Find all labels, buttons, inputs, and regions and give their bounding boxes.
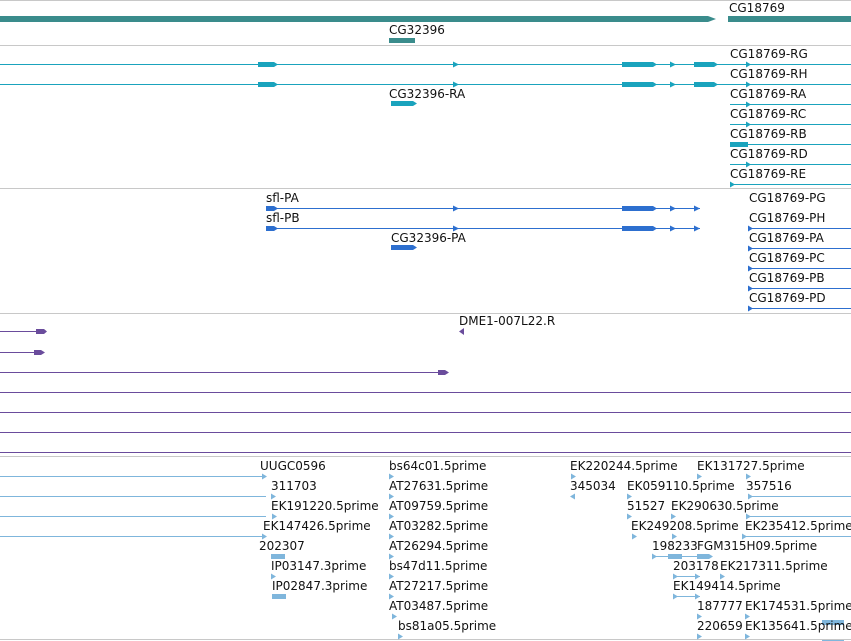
- est-label: EK149414.5prime: [673, 579, 781, 593]
- est-label: EK217311.5prime: [720, 559, 828, 573]
- est-label: 311703: [271, 479, 317, 493]
- est-track: UUGC0596 bs64c01.5prime EK220244.5prime …: [0, 459, 851, 641]
- est-label: EK191220.5prime: [271, 499, 379, 513]
- clone-end-icon: [459, 328, 464, 335]
- gene-label-cg18769: CG18769: [729, 1, 785, 15]
- est-label: 198233: [652, 539, 698, 553]
- prediction-label: CG18769-PC: [749, 251, 825, 265]
- est-label: EK135641.5prime: [745, 619, 851, 633]
- alignment-row[interactable]: [0, 350, 45, 355]
- transcript-cg32396-ra[interactable]: [391, 101, 413, 106]
- est-marks[interactable]: [262, 473, 844, 641]
- transcript-label: CG18769-RG: [730, 47, 808, 61]
- est-label: bs64c01.5prime: [389, 459, 486, 473]
- prediction-row-sfl-pb[interactable]: [266, 225, 700, 232]
- est-label: EK249208.5prime: [631, 519, 739, 533]
- est-label: 203178: [673, 559, 719, 573]
- est-label: AT26294.5prime: [389, 539, 488, 553]
- alignment-row[interactable]: [0, 370, 449, 375]
- est-label: EK235412.5prime: [745, 519, 851, 533]
- est-label: UUGC0596: [260, 459, 326, 473]
- est-label: AT03487.5prime: [389, 599, 488, 613]
- prediction-label: sfl-PB: [266, 211, 300, 225]
- est-label: 202307: [259, 539, 305, 553]
- prediction-label: CG18769-PH: [749, 211, 825, 225]
- transcript-label: CG18769-RB: [730, 127, 807, 141]
- est-label: 345034: [570, 479, 616, 493]
- est-label: IP03147.3prime: [271, 559, 366, 573]
- est-label: AT03282.5prime: [389, 519, 488, 533]
- est-label: EK147426.5prime: [263, 519, 371, 533]
- alignment-row[interactable]: [0, 329, 47, 334]
- gene-track: CG18769 CG32396: [0, 1, 851, 43]
- est-label: 220659: [697, 619, 743, 633]
- gene-feature-cg18769[interactable]: [728, 16, 851, 22]
- est-label: 357516: [746, 479, 792, 493]
- transcript-label: CG18769-RA: [730, 87, 807, 101]
- transcript-row[interactable]: [0, 61, 730, 68]
- gene-feature-cg32396[interactable]: [389, 38, 415, 43]
- prediction-cg32396-pa[interactable]: [391, 245, 413, 250]
- est-label: EK220244.5prime: [570, 459, 678, 473]
- est-label: bs47d11.5prime: [389, 559, 487, 573]
- prediction-label: CG18769-PA: [749, 231, 825, 245]
- est-label: EK131727.5prime: [697, 459, 805, 473]
- est-label: bs81a05.5prime: [398, 619, 496, 633]
- est-label: EK290630.5prime: [671, 499, 779, 513]
- gene-arrow-icon: [708, 16, 716, 22]
- gene-label-cg32396: CG32396: [389, 23, 445, 37]
- transcript-label: CG32396-RA: [389, 87, 466, 101]
- est-label: AT27631.5prime: [389, 479, 488, 493]
- transcript-label: CG18769-RD: [730, 147, 808, 161]
- gene-feature-cg18769-left[interactable]: [0, 16, 708, 22]
- transcript-arrow-icon: [413, 101, 417, 106]
- prediction-label: CG18769-PG: [749, 191, 826, 205]
- est-label: FGM315H09.5prime: [697, 539, 817, 553]
- alignment-track: DME1-007L22.R: [0, 314, 851, 453]
- prediction-label: sfl-PA: [266, 191, 300, 205]
- transcript-label: CG18769-RH: [730, 67, 808, 81]
- est-long-lines: [0, 476, 851, 597]
- transcript-label: CG18769-RC: [730, 107, 806, 121]
- est-label: IP02847.3prime: [272, 579, 367, 593]
- est-label: EK059110.5prime: [627, 479, 735, 493]
- prediction-label: CG32396-PA: [391, 231, 467, 245]
- est-label: AT09759.5prime: [389, 499, 488, 513]
- est-label: EK174531.5prime: [745, 599, 851, 613]
- est-label: 51527: [627, 499, 665, 513]
- transcript-row[interactable]: [0, 81, 730, 88]
- prediction-label: CG18769-PD: [749, 291, 826, 305]
- predicted-transcript-track: sfl-PA sfl-PB CG32396-PA CG18769-PG CG18…: [266, 191, 851, 312]
- prediction-arrow-icon: [413, 245, 417, 250]
- prediction-label: CG18769-PB: [749, 271, 825, 285]
- cg18769-predictions: [748, 225, 851, 312]
- est-label: 187777: [697, 599, 743, 613]
- cg18769-transcripts: [730, 61, 851, 188]
- flybase-transcript-track: CG18769-RG CG18769-RH CG32396-RA CG18769…: [0, 47, 851, 188]
- est-label: AT27217.5prime: [389, 579, 488, 593]
- transcript-label: CG18769-RE: [730, 167, 806, 181]
- prediction-row-sfl-pa[interactable]: [266, 205, 700, 212]
- alignment-label: DME1-007L22.R: [459, 314, 555, 328]
